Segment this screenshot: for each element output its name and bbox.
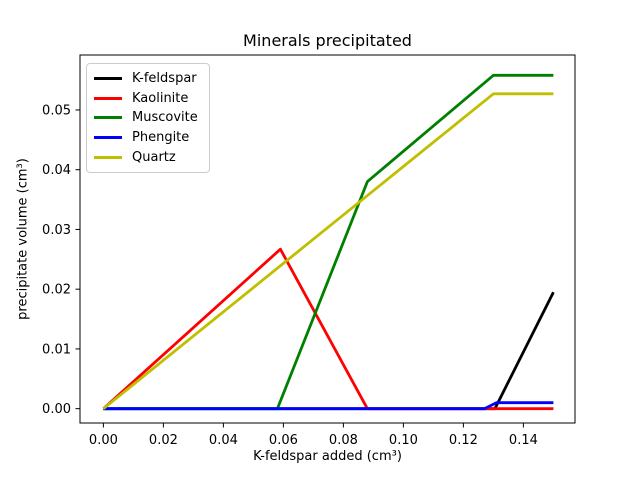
series-line-k-feldspar [103,291,555,411]
x-tick-label: 0.02 [149,433,178,448]
legend: K-feldspar Kaolinite Muscovite Phengite Quar… [86,63,210,173]
legend-item-phengite: Phengite [94,128,201,148]
x-tick-label: 0.12 [449,433,478,448]
legend-swatch-phengite [94,136,122,140]
legend-item-kaolinite: Kaolinite [94,89,201,109]
y-axis-label: precipitate volume (cm³) [15,158,31,320]
y-tick-label: 0.02 [42,283,71,298]
y-tick-label: 0.04 [42,163,71,178]
x-tick-label: 0.04 [209,433,238,448]
legend-label: K-feldspar [132,71,197,87]
x-tick-label: 0.10 [389,433,418,448]
x-tick-label: 0.06 [269,433,298,448]
legend-label: Muscovite [132,110,198,126]
x-tick-label: 0.00 [89,433,118,448]
y-tick-label: 0.03 [42,223,71,238]
plot-border [79,54,576,424]
x-tick-label: 0.08 [329,433,358,448]
legend-item-muscovite: Muscovite [94,108,201,128]
legend-item-k-feldspar: K-feldspar [94,69,201,89]
series-line-phengite [103,401,554,411]
series-line-kaolinite [102,247,554,411]
y-tick-label: 0.01 [42,342,71,357]
legend-item-quartz: Quartz [94,147,201,167]
x-tick-label: 0.14 [509,433,538,448]
y-tick-label: 0.05 [42,103,71,118]
legend-swatch-kaolinite [94,96,122,100]
y-tick-label: 0.00 [42,402,71,417]
legend-label: Phengite [132,130,190,146]
legend-swatch-muscovite [94,116,122,120]
legend-label: Kaolinite [132,90,189,106]
series-line-quartz [102,92,554,410]
x-axis-label: K-feldspar added (cm³) [253,449,402,464]
chart-title: Minerals precipitated [243,31,412,50]
legend-swatch-quartz [94,155,122,159]
legend-label: Quartz [132,149,176,165]
legend-swatch-k-feldspar [94,77,122,81]
